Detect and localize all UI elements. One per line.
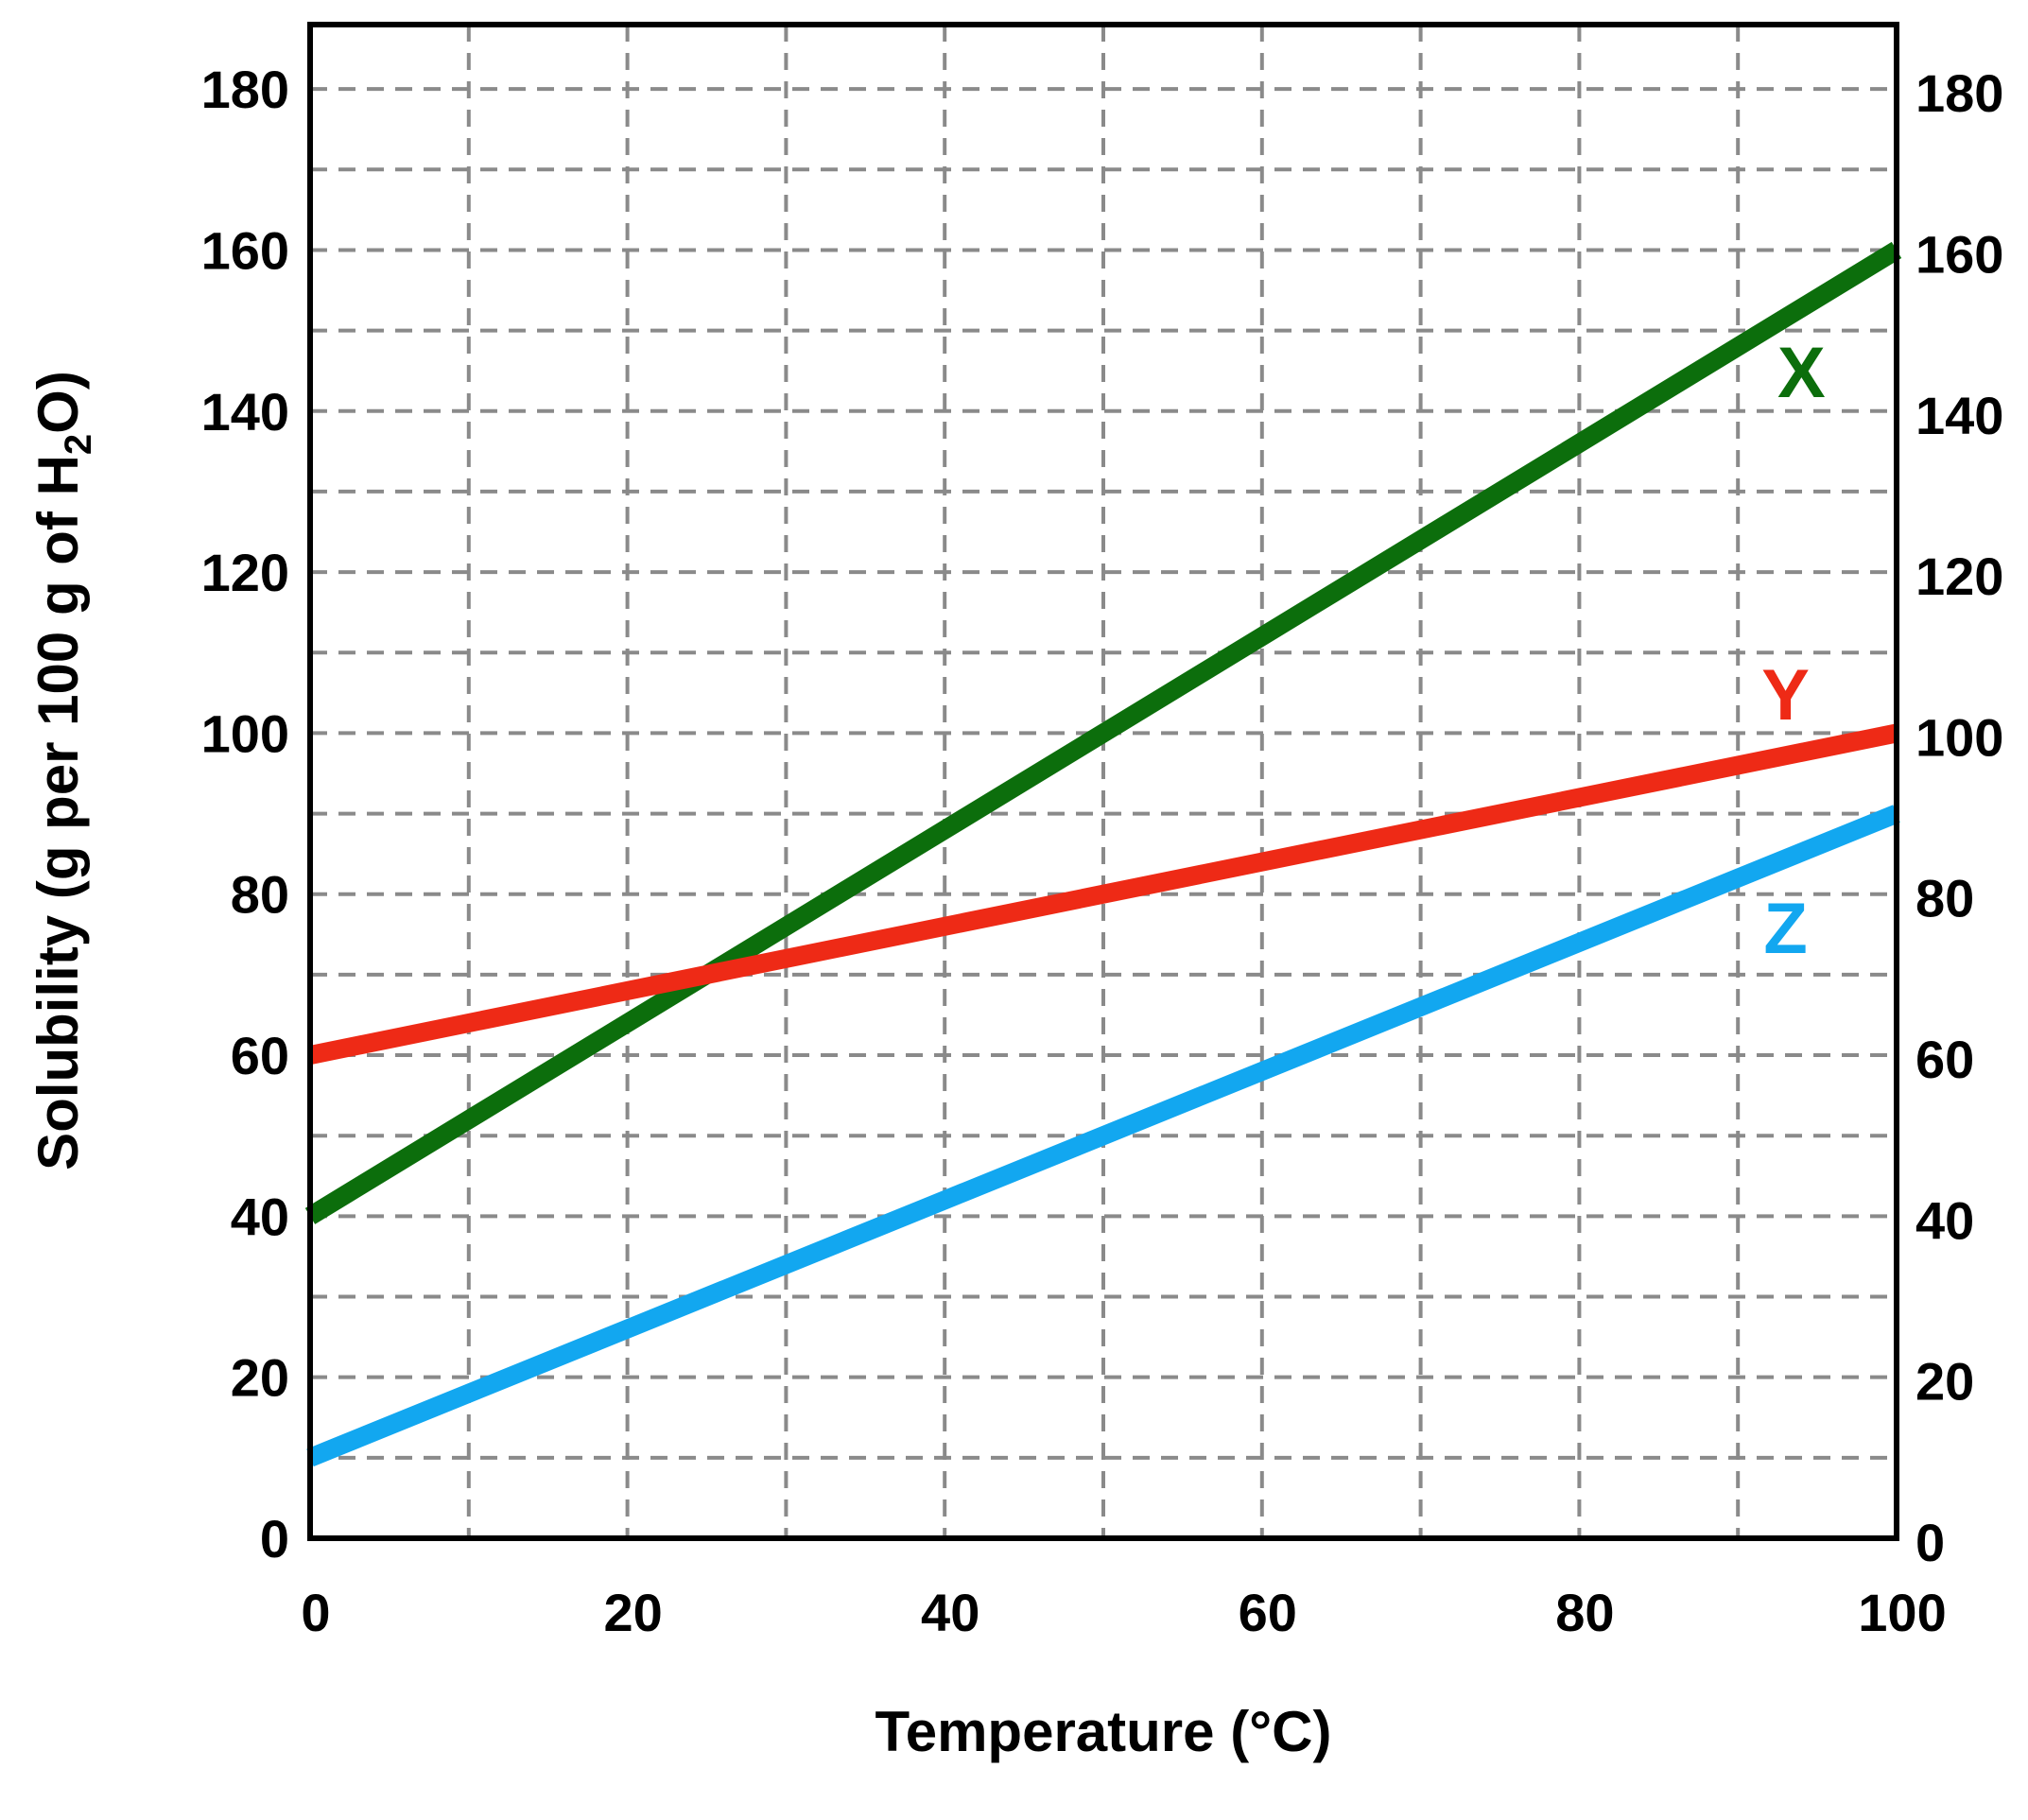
y-tick-label-left: 60 — [231, 1026, 289, 1085]
x-tick-label: 80 — [1555, 1583, 1614, 1642]
y-tick-label-right: 100 — [1915, 707, 2003, 767]
x-tick-label: 60 — [1239, 1583, 1297, 1642]
x-axis: 0 20 40 60 80 100 — [301, 1583, 1946, 1642]
y-tick-label-left: 0 — [260, 1509, 289, 1569]
y-axis-left: 0 20 40 60 80 100 120 140 160 180 — [201, 60, 289, 1569]
y-tick-label-right: 0 — [1915, 1513, 1945, 1572]
y-axis-title: Solubility (g per 100 g of H2O) — [26, 371, 99, 1170]
y-tick-label-right: 80 — [1915, 869, 1974, 928]
x-tick-label: 40 — [921, 1583, 979, 1642]
y-axis-title-subscript: 2 — [58, 434, 99, 455]
y-axis-title-main: Solubility (g per 100 g of H — [26, 455, 90, 1170]
gridlines — [310, 25, 1897, 1538]
series-line-y — [308, 723, 1898, 1065]
x-tick-label: 100 — [1858, 1583, 1946, 1642]
y-tick-label-left: 100 — [201, 703, 289, 763]
x-tick-label: 0 — [301, 1583, 330, 1642]
y-tick-label-left: 40 — [231, 1187, 289, 1246]
y-tick-label-left: 20 — [231, 1348, 289, 1408]
y-tick-label-right: 60 — [1915, 1030, 1974, 1089]
series-lines — [304, 241, 1902, 1467]
y-tick-label-left: 180 — [201, 60, 289, 119]
series-line-x — [304, 241, 1902, 1224]
y-tick-label-right: 40 — [1915, 1190, 1974, 1250]
series-label-y: Y — [1761, 655, 1810, 736]
x-axis-title: Temperature (°C) — [875, 1700, 1332, 1763]
y-axis-title-end: O) — [26, 371, 90, 434]
y-tick-label-right: 160 — [1915, 224, 2003, 284]
y-tick-label-left: 140 — [201, 382, 289, 442]
y-tick-label-right: 180 — [1915, 63, 2003, 123]
y-tick-label-right: 20 — [1915, 1352, 1974, 1412]
y-tick-label-left: 120 — [201, 543, 289, 602]
plot-frame — [307, 22, 1899, 1541]
y-tick-label-right: 120 — [1915, 546, 2003, 606]
y-tick-label-left: 160 — [201, 220, 289, 280]
y-axis-right: 0 20 40 60 80 100 120 140 160 180 — [1915, 63, 2003, 1572]
series-labels: X Y Z — [1761, 333, 1826, 969]
x-tick-label: 20 — [603, 1583, 662, 1642]
y-tick-label-left: 80 — [231, 865, 289, 925]
series-line-z — [306, 805, 1900, 1467]
series-label-x: X — [1777, 333, 1826, 413]
series-label-z: Z — [1763, 889, 1807, 969]
y-tick-label-right: 140 — [1915, 386, 2003, 445]
